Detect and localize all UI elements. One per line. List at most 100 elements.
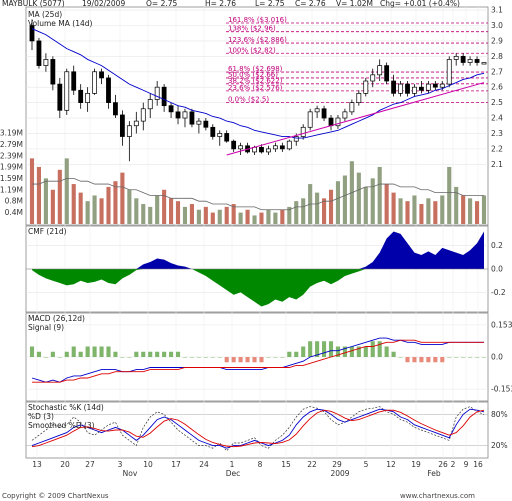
macd-line [31,337,484,383]
macd-histogram-bar [78,351,83,357]
candle-body [321,108,327,119]
volume-bar [322,198,327,224]
volume-bar [231,204,236,224]
candle-body [446,59,452,85]
candle-body [224,133,230,142]
macd-histogram-bar [315,341,320,357]
volume-bar [384,184,389,224]
macd-tick-label: 0.0 [491,353,503,362]
volume-bar [328,189,334,224]
candle-body [377,65,383,76]
volume-bar [175,201,181,224]
macd-histogram-bar [175,351,181,357]
cmf-tick-label: 0.0 [491,265,503,274]
macd-histogram-bar [106,346,111,357]
macd-histogram-bar [196,357,201,358]
price-tick-label: 3.1 [491,6,503,15]
volume-bar [162,189,167,224]
macd-histogram-bar [328,341,334,357]
volume-tick-label: 0.4M [5,208,23,217]
candle-body [36,40,42,66]
volume-bar [217,209,222,224]
macd-histogram-bar [155,351,160,357]
candle-body [279,145,285,150]
volume-bar [36,166,42,224]
volume-bar [474,201,480,224]
candle-body [106,77,111,103]
volume-bar [50,189,55,224]
x-tick-label: 2 [451,460,456,469]
macd-histogram-bar [384,346,389,357]
volume-bar [468,198,473,224]
macd-histogram-bar [433,357,438,363]
volume-bar [259,212,264,224]
volume-bar [189,204,194,224]
candle-body [460,55,466,63]
candle-body [453,55,459,60]
x-tick-label: 22 [307,460,317,469]
volume-bar [447,166,452,224]
volume-bar [342,175,347,224]
x-month-label: Feb [427,469,441,478]
macd-histogram-bar [182,357,188,358]
candle-body [182,111,188,119]
fibonacci-levels: 161.8% ($3.016)138% ($2.96) 123.6% ($2.88… [226,16,488,104]
candle-body [474,59,480,63]
volume-bar [481,195,487,224]
candle-body [432,83,438,88]
macd-histogram-bar [398,357,403,358]
candle-body [85,93,91,103]
candle-body [154,86,160,100]
x-month-label: Nov [123,469,138,478]
macd-histogram-bar [43,357,48,358]
candle-body [168,105,174,113]
macd-histogram-bar [99,346,104,357]
x-tick-label: 8 [258,460,263,469]
x-tick-label: 27 [85,460,95,469]
volume-ma-legend: Volume MA (14d) [28,19,92,28]
stoch-smoothed-title: Smoothed %D (3) [28,421,95,430]
volume-tick-label: 3.19M [0,128,23,137]
price-tick-label: 2.3 [491,129,503,138]
macd-histogram-bar [71,346,76,357]
x-month-label: 2009 [330,469,349,478]
cmf-tick-label: -0.2 [491,288,506,297]
price-tick-label: 2.5 [491,98,503,107]
ma-legend: MA (25d) [28,10,62,19]
x-month-label: Dec [226,469,241,478]
candle-body [363,80,369,94]
macd-histogram-bar [141,351,146,357]
candle-body [92,71,97,94]
candle-body [405,83,410,94]
macd-histogram-bar [342,346,347,357]
macd-histogram-bar [280,357,285,358]
x-tick-label: 16 [473,460,483,469]
volume-bar [113,181,118,224]
price-tick-label: 2.9 [491,36,503,45]
volume-bar [196,209,201,224]
volume-bar [78,192,83,224]
candle-body [140,108,146,122]
cmf-title: CMF (21d) [28,227,67,236]
macd-histogram-bar [301,346,306,357]
x-tick-label: 10 [143,460,153,469]
macd-histogram-bar [36,351,42,357]
candle-body [43,59,49,66]
volume-bar [440,195,445,224]
x-tick-label: 29 [332,460,342,469]
candle-body [425,83,431,91]
volume-bar [127,189,132,224]
candle-body [439,83,445,88]
high-label: H= 2.76 [205,0,236,8]
price-tick-label: 2.1 [491,160,503,169]
volume-tick-label: 2.39M [0,151,23,160]
macd-histogram-bar [356,346,361,357]
cmf-positive-area [32,231,484,269]
x-tick-label: 12 [386,460,396,469]
candle-body [147,99,153,110]
volume-bar [391,192,396,224]
volume-bar [461,195,466,224]
signal-title: Signal (9) [28,323,64,332]
volume-bar [134,198,139,224]
